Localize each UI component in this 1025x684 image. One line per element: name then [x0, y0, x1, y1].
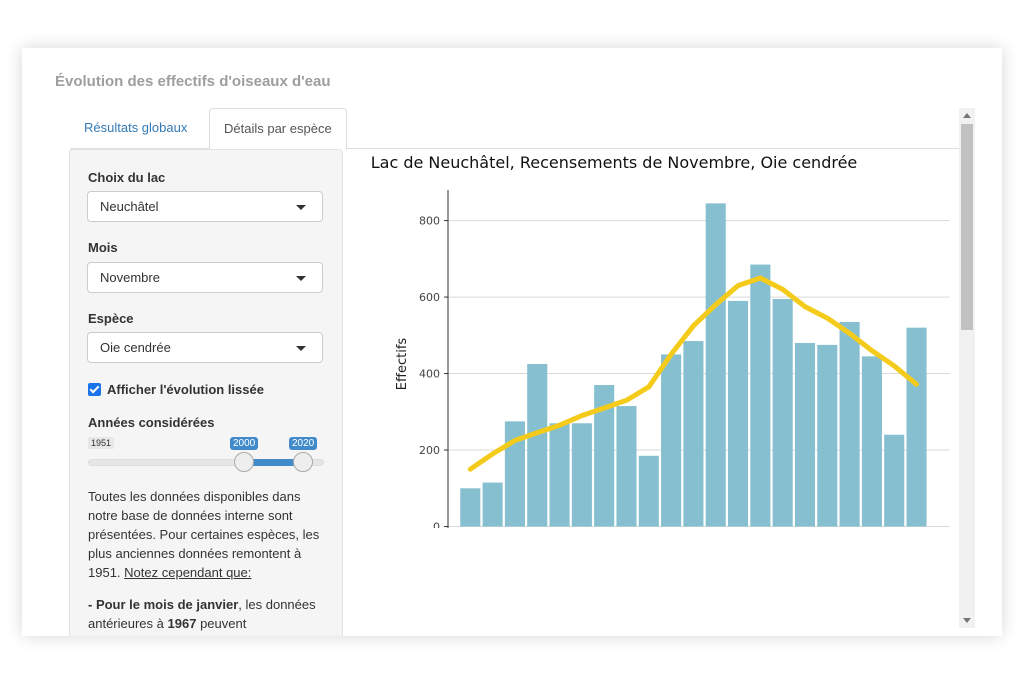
scroll-up-icon[interactable] — [963, 113, 971, 118]
january-heading: - Pour le mois de janvier — [88, 597, 239, 612]
description-text: Toutes les données disponibles dans notr… — [88, 487, 328, 582]
bar — [817, 344, 838, 527]
description-january: - Pour le mois de janvier, les données a… — [88, 595, 328, 633]
scroll-thumb[interactable] — [961, 124, 973, 330]
month-select-value: Novembre — [100, 270, 160, 285]
smooth-checkbox-row: Afficher l'évolution lissée — [88, 382, 264, 397]
lake-label: Choix du lac — [88, 170, 166, 185]
month-label: Mois — [88, 240, 118, 255]
chart-bars — [460, 203, 927, 527]
month-select[interactable]: Novembre — [87, 262, 323, 293]
slider-track[interactable] — [88, 459, 324, 466]
bar — [594, 385, 615, 527]
bar — [728, 300, 749, 527]
y-axis-label: Effectifs — [395, 338, 410, 391]
years-label: Années considérées — [88, 415, 215, 430]
bar — [683, 341, 704, 527]
app-card: Évolution des effectifs d'oiseaux d'eau … — [22, 48, 1002, 636]
tab-bar: Résultats globaux Détails par espèce — [70, 108, 974, 150]
species-select[interactable]: Oie cendrée — [87, 332, 323, 363]
tab-species-details[interactable]: Détails par espèce — [209, 108, 347, 150]
sidebar-panel: Choix du lac Neuchâtel Mois Novembre Esp… — [69, 149, 343, 636]
lake-select-value: Neuchâtel — [100, 199, 159, 214]
bar — [616, 406, 637, 527]
slider-to-badge: 2020 — [289, 437, 318, 450]
bar — [482, 482, 503, 527]
species-label: Espèce — [88, 311, 134, 326]
bar — [661, 354, 682, 527]
smoothed-trend-line — [467, 275, 919, 472]
january-tail: peuvent — [200, 616, 247, 631]
bar — [638, 455, 659, 527]
description-body: Toutes les données disponibles dans notr… — [88, 489, 320, 580]
app-title: Évolution des effectifs d'oiseaux d'eau — [55, 73, 331, 90]
chevron-down-icon — [296, 346, 306, 351]
smooth-checkbox-label: Afficher l'évolution lissée — [107, 382, 264, 397]
y-tick-label: 0 — [433, 521, 440, 528]
slider-min-label: 1951 — [88, 437, 115, 449]
slider-to-handle[interactable] — [293, 452, 313, 472]
bar — [460, 488, 481, 527]
bar — [705, 203, 726, 527]
january-text: , les données antérieures à — [88, 597, 316, 631]
bar-chart: Lac de Neuchâtel, Recensements de Novemb… — [371, 153, 950, 528]
slider-range-fill — [243, 459, 303, 466]
bar — [884, 434, 905, 527]
bar — [839, 321, 860, 527]
species-select-value: Oie cendrée — [100, 340, 171, 355]
slider-from-handle[interactable] — [234, 452, 254, 472]
y-tick-label: 400 — [419, 368, 440, 381]
page-scrollbar[interactable] — [959, 108, 975, 628]
bar — [772, 298, 793, 527]
slider-from-badge: 2000 — [230, 437, 259, 450]
description-note: Notez cependant que: — [124, 565, 252, 580]
chevron-down-icon — [296, 276, 306, 281]
january-year: 1967 — [167, 616, 197, 631]
bar — [861, 356, 882, 527]
bar — [527, 364, 548, 527]
tab-global-results[interactable]: Résultats globaux — [84, 120, 188, 135]
y-tick-label: 200 — [419, 444, 440, 457]
chart-title: Lac de Neuchâtel, Recensements de Novemb… — [371, 153, 858, 172]
scroll-down-icon[interactable] — [963, 618, 971, 623]
bar — [504, 421, 525, 527]
y-tick-label: 600 — [419, 291, 440, 304]
y-tick-label: 800 — [419, 215, 440, 228]
chevron-down-icon — [296, 205, 306, 210]
lake-select[interactable]: Neuchâtel — [87, 191, 323, 222]
smooth-checkbox[interactable] — [88, 383, 101, 396]
bar — [571, 423, 592, 527]
bar — [906, 327, 927, 527]
bar — [794, 342, 816, 527]
chart-axes: 020040060080020002005201020152020 — [419, 190, 449, 528]
bar — [549, 423, 570, 527]
bar — [750, 264, 771, 527]
